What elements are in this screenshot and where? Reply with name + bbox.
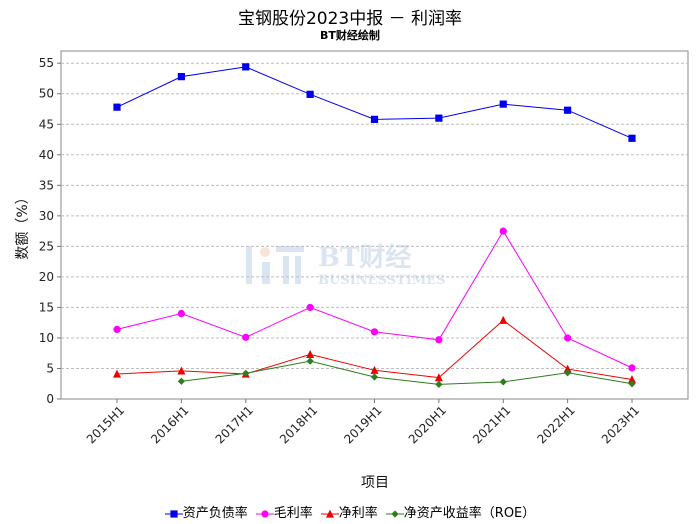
data-point <box>628 364 636 372</box>
data-point <box>177 366 186 375</box>
watermark-logo: BT财经 BUSINESSTIMES <box>246 242 446 288</box>
data-point <box>628 134 636 142</box>
plot-area <box>60 50 689 400</box>
line-chart: BT财经 BUSINESSTIMES 0 5 10 15 20 25 30 35 40 45 50 5… <box>15 50 689 491</box>
legend-label: 毛利率 <box>273 506 313 521</box>
y-tick-label: 25 <box>39 239 54 253</box>
data-point <box>564 334 572 342</box>
x-tick-label: 2023H1 <box>599 403 642 446</box>
legend-item: 净利率 <box>320 502 378 521</box>
data-point <box>306 90 314 98</box>
legend-swatch <box>164 509 183 518</box>
legend-swatch <box>320 509 339 518</box>
data-point <box>564 369 572 377</box>
y-tick-label: 35 <box>39 178 54 192</box>
legend-label: 净资产收益率（ROE） <box>403 506 536 521</box>
series-1 <box>113 63 636 142</box>
legend-item: 净资产收益率（ROE） <box>385 502 536 521</box>
legend-marker <box>170 509 178 518</box>
chart-title: 宝钢股份2023中报 － 利润率 <box>237 9 463 29</box>
data-point <box>306 357 314 365</box>
data-point <box>370 328 379 336</box>
x-axis-label: 项目 <box>361 475 389 491</box>
data-point <box>113 325 121 333</box>
data-point <box>435 380 443 388</box>
x-tick-label: 2016H1 <box>148 403 191 446</box>
legend-label: 净利率 <box>338 506 378 521</box>
data-point <box>242 369 250 377</box>
y-tick-label: 40 <box>39 148 54 162</box>
legend-marker <box>391 509 399 518</box>
data-point <box>306 350 315 359</box>
y-tick-label: 30 <box>39 209 54 223</box>
legend-marker <box>325 509 334 518</box>
data-point <box>499 315 508 324</box>
data-point <box>177 73 185 81</box>
y-tick-label: 15 <box>39 300 54 314</box>
data-point <box>242 333 250 341</box>
data-point <box>499 100 507 108</box>
grid-lines <box>61 62 688 369</box>
data-point <box>306 303 314 312</box>
data-point <box>435 114 443 122</box>
data-point <box>242 63 250 71</box>
data-point <box>370 365 379 374</box>
data-point <box>434 373 443 382</box>
watermark-line1: BT财经 <box>318 242 411 273</box>
legend-item: 毛利率 <box>255 502 313 521</box>
chart-subtitle: BT财经绘制 <box>320 29 380 42</box>
y-tick-label: 50 <box>39 87 54 101</box>
data-point <box>564 106 572 114</box>
data-point <box>499 227 507 235</box>
data-point <box>177 377 185 385</box>
y-tick-label: 45 <box>39 117 54 131</box>
series-3 <box>113 315 636 384</box>
x-tick-label: 2020H1 <box>406 403 449 446</box>
y-tick-label: 0 <box>46 392 54 406</box>
legend-marker <box>261 509 269 518</box>
data-point <box>177 309 185 318</box>
y-tick-label: 10 <box>39 331 54 345</box>
y-tick-label: 55 <box>39 56 54 70</box>
x-tick-label: 2018H1 <box>277 403 320 446</box>
x-tick-label: 2015H1 <box>84 403 127 446</box>
data-point <box>370 373 379 381</box>
series-group <box>113 63 636 388</box>
legend-swatch <box>255 509 274 518</box>
series-line <box>181 360 633 385</box>
y-tick-label: 20 <box>39 270 54 284</box>
legend-label: 资产负债率 <box>182 506 248 521</box>
x-tick-label: 2017H1 <box>213 403 256 446</box>
series-2 <box>113 227 636 372</box>
data-point <box>113 103 121 111</box>
data-point <box>370 115 379 123</box>
legend-swatch <box>385 509 404 518</box>
data-point <box>113 369 121 378</box>
watermark-line2: BUSINESSTIMES <box>318 273 446 288</box>
legend-item: 资产负债率 <box>164 502 248 521</box>
y-tick-label: 5 <box>46 361 54 375</box>
legend: 资产负债率 毛利率 净利率 净资产收益率（ROE） <box>0 502 700 521</box>
data-point <box>628 380 636 388</box>
x-tick-label: 2019H1 <box>341 403 384 446</box>
x-tick-label: 2021H1 <box>470 403 513 446</box>
data-point <box>499 378 507 386</box>
x-tick-label: 2022H1 <box>534 403 577 446</box>
series-4 <box>177 357 636 388</box>
data-point <box>563 364 572 373</box>
data-point <box>435 336 443 344</box>
data-point <box>628 375 636 384</box>
y-axis-label: 数额（%） <box>15 190 31 259</box>
